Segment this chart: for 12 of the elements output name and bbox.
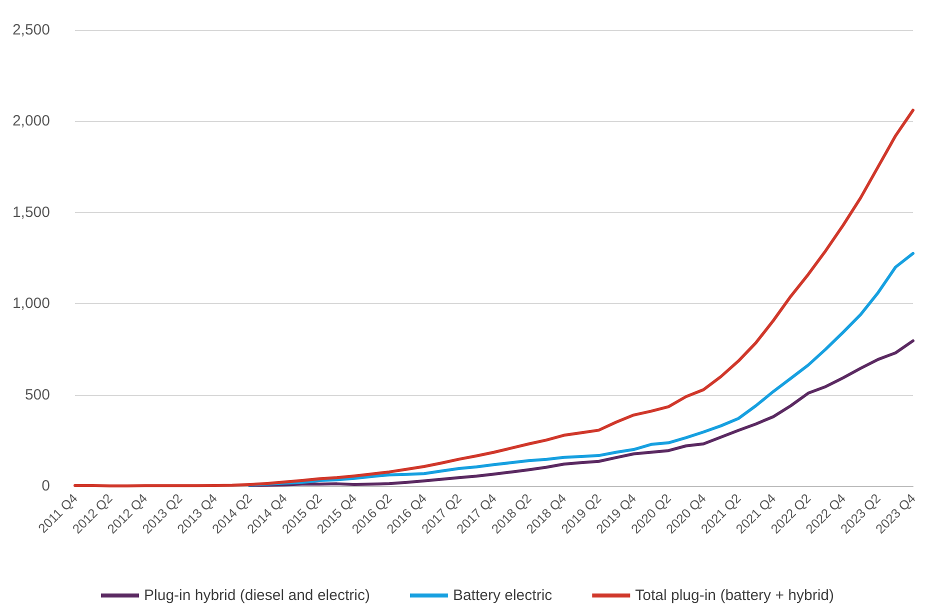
y-tick-label: 1,000 [12, 295, 50, 312]
y-tick-label: 2,500 [12, 22, 50, 38]
line-series [248, 339, 914, 487]
line-series [74, 108, 914, 488]
line-series [248, 252, 914, 487]
y-tick-label: 2,000 [12, 112, 50, 130]
y-tick-label: 0 [42, 478, 50, 494]
legend-label: Plug-in hybrid (diesel and electric) [144, 587, 370, 604]
legend-label: Total plug-in (battery + hybrid) [635, 587, 834, 604]
y-tick-label: 500 [24, 386, 50, 404]
y-tick-label: 1,500 [12, 204, 50, 221]
legend-label: Battery electric [452, 587, 553, 604]
